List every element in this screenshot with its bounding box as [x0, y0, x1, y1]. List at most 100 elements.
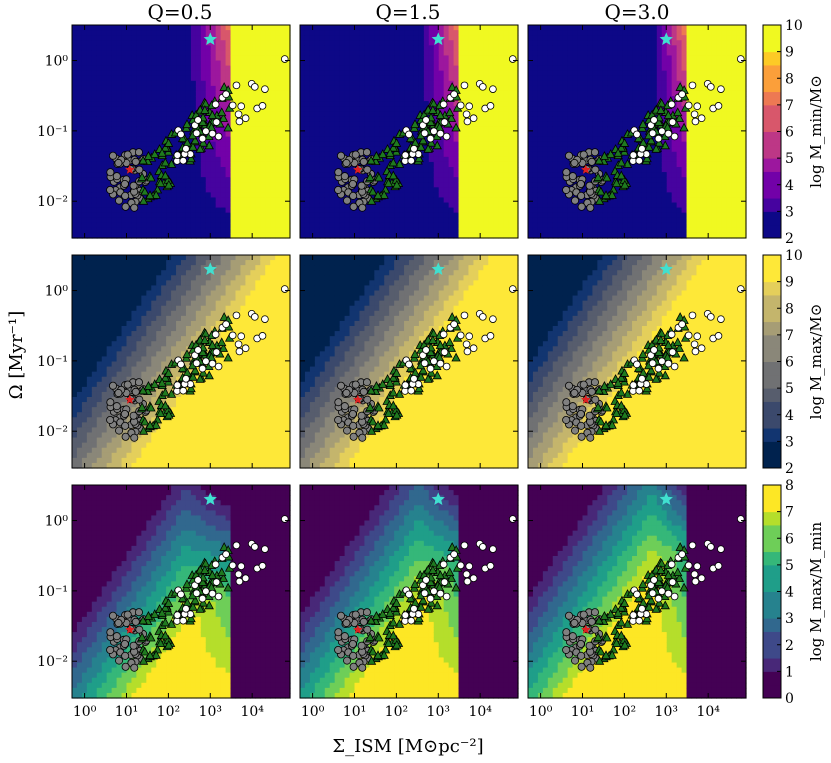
green-triangle-point — [366, 155, 376, 165]
heatmap-cell — [413, 55, 420, 62]
heatmap-cell — [364, 55, 370, 62]
heatmap-cell — [602, 106, 608, 112]
heatmap-cell — [156, 55, 162, 62]
heatmap-cell — [448, 192, 455, 199]
heatmap-cell — [597, 131, 603, 138]
heatmap-cell — [602, 96, 608, 102]
white-circle-point — [486, 102, 495, 110]
heatmap-cell — [508, 197, 514, 204]
heatmap-cell — [255, 217, 261, 224]
heatmap-cell — [270, 222, 276, 229]
heatmap-cell — [250, 212, 256, 219]
heatmap-cell — [86, 177, 93, 183]
heatmap-cell — [91, 101, 98, 107]
heatmap-cell — [389, 80, 395, 87]
heatmap-cell — [250, 197, 256, 204]
heatmap-cell — [225, 172, 232, 178]
heatmap-cell — [314, 182, 321, 188]
heatmap-cell — [399, 172, 405, 178]
heatmap-cell — [537, 217, 544, 224]
heatmap-cell — [384, 101, 390, 107]
heatmap-cell — [493, 25, 499, 31]
heatmap-cell — [607, 35, 613, 41]
heatmap-cell — [587, 121, 593, 128]
heatmap-cell — [176, 85, 182, 92]
heatmap-cell — [438, 136, 445, 143]
heatmap-cell — [478, 182, 484, 188]
heatmap-cell — [146, 136, 152, 143]
heatmap-cell — [413, 232, 420, 239]
heatmap-cell — [319, 85, 326, 92]
heatmap-cell — [181, 182, 187, 188]
heatmap-cell — [146, 80, 152, 87]
heatmap-cell — [483, 161, 489, 168]
heatmap-cell — [190, 80, 197, 87]
heatmap-cell — [185, 207, 192, 214]
heatmap-cell — [428, 182, 435, 188]
heatmap-cell — [478, 60, 484, 67]
heatmap-cell — [577, 55, 584, 62]
heatmap-cell — [453, 161, 460, 168]
heatmap-cell — [265, 131, 271, 138]
heatmap-cell — [91, 161, 98, 168]
heatmap-cell — [324, 207, 331, 214]
heatmap-cell — [81, 35, 88, 41]
heatmap-cell — [171, 85, 177, 92]
heatmap-cell — [399, 202, 405, 209]
heatmap-cell — [91, 60, 98, 67]
heatmap-cell — [597, 65, 603, 72]
heatmap-cell — [280, 177, 286, 183]
heatmap-cell — [374, 106, 380, 112]
heatmap-cell — [612, 60, 618, 67]
heatmap-cell — [379, 146, 385, 153]
heatmap-cell — [126, 126, 133, 133]
gray-circle-point — [106, 168, 115, 177]
heatmap-cell — [86, 167, 93, 173]
heatmap-cell — [190, 101, 197, 107]
heatmap-cell — [488, 136, 494, 143]
heatmap-cell — [404, 50, 410, 57]
heatmap-cell — [577, 111, 584, 117]
heatmap-cell — [86, 75, 93, 82]
heatmap-cell — [567, 197, 574, 204]
heatmap-cell — [537, 202, 544, 209]
heatmap-cell — [195, 192, 202, 199]
heatmap-cell — [210, 136, 217, 143]
heatmap-cell — [220, 70, 227, 77]
heatmap-cell — [225, 101, 232, 107]
heatmap-cell — [493, 161, 499, 168]
heatmap-cell — [255, 187, 261, 193]
heatmap-cell — [567, 25, 574, 31]
heatmap-cell — [195, 50, 202, 57]
heatmap-cell — [304, 136, 311, 143]
heatmap-cell — [215, 227, 222, 234]
heatmap-cell — [483, 151, 489, 158]
heatmap-cell — [344, 202, 351, 209]
heatmap-cell — [86, 146, 93, 153]
heatmap-cell — [151, 187, 157, 193]
heatmap-cell — [463, 126, 470, 133]
heatmap-cell — [304, 192, 311, 199]
heatmap-cell — [255, 111, 261, 117]
heatmap-cell — [344, 75, 351, 82]
heatmap-cell — [508, 65, 514, 72]
heatmap-cell — [255, 212, 261, 219]
heatmap-cell — [349, 146, 356, 153]
heatmap-cell — [91, 217, 98, 224]
heatmap-cell — [453, 187, 460, 193]
heatmap-cell — [141, 207, 147, 214]
heatmap-cell — [478, 197, 484, 204]
heatmap-cell — [280, 207, 286, 214]
heatmap-cell — [458, 217, 465, 224]
heatmap-cell — [126, 116, 133, 122]
heatmap-cell — [324, 45, 331, 51]
heatmap-cell — [334, 217, 341, 224]
heatmap-cell — [319, 167, 326, 173]
heatmap-cell — [532, 136, 539, 143]
heatmap-cell — [528, 167, 534, 173]
heatmap-cell — [592, 106, 598, 112]
heatmap-cell — [473, 111, 479, 117]
heatmap-cell — [181, 70, 187, 77]
panel-frame — [71, 24, 291, 239]
heatmap-cell — [384, 141, 390, 148]
